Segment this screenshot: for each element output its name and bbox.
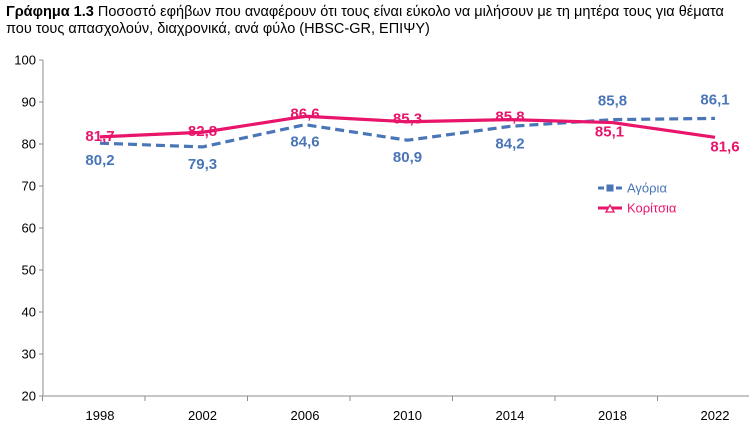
data-label: 80,9: [393, 149, 422, 166]
x-tick-label: 2010: [393, 408, 422, 423]
x-tick-label: 1998: [86, 408, 115, 423]
legend-marker-triangle: [604, 203, 616, 213]
y-tick-label: 80: [22, 137, 36, 152]
data-label: 81,7: [85, 128, 114, 145]
data-label: 84,6: [290, 134, 319, 151]
y-tick-label: 30: [22, 347, 36, 362]
data-label: 85,8: [598, 93, 627, 110]
series-line: [99, 116, 716, 149]
legend-label: Αγόρια: [627, 181, 667, 196]
x-tick-label: 2014: [496, 408, 525, 423]
data-label: 80,2: [85, 152, 114, 169]
x-tick-label: 2006: [291, 408, 320, 423]
x-tick-label: 2018: [598, 408, 627, 423]
y-tick-label: 20: [22, 389, 36, 404]
y-tick-label: 40: [22, 305, 36, 320]
y-tick-label: 100: [14, 53, 36, 68]
legend-marker-square: [606, 184, 614, 192]
y-tick-label: 50: [22, 263, 36, 278]
data-label: 85,1: [595, 124, 624, 141]
data-label: 85,3: [393, 111, 422, 128]
legend-label: Κορίτσια: [627, 201, 677, 216]
chart-title-bold: Γράφημα 1.3: [6, 4, 94, 20]
data-label: 86,1: [700, 91, 729, 108]
chart-title-text: Ποσοστό εφήβων που αναφέρουν ότι τους εί…: [6, 4, 724, 37]
y-tick-label: 90: [22, 95, 36, 110]
x-tick-label: 2022: [701, 408, 730, 423]
chart-title: Γράφημα 1.3 Ποσοστό εφήβων που αναφέρουν…: [6, 4, 743, 38]
data-label: 86,6: [290, 105, 319, 122]
x-tick-label: 2002: [188, 408, 217, 423]
y-tick-label: 70: [22, 179, 36, 194]
y-tick-label: 60: [22, 221, 36, 236]
data-label: 81,6: [710, 138, 739, 155]
data-label: 84,2: [495, 135, 524, 152]
series-line: [99, 114, 716, 139]
data-label: 82,8: [188, 123, 217, 140]
data-label: 85,8: [495, 109, 524, 126]
data-label: 79,3: [188, 156, 217, 173]
